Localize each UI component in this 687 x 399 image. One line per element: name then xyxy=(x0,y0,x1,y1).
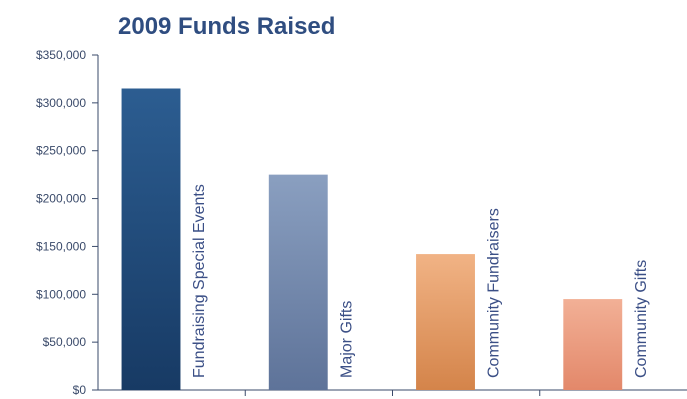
category-label: Community Gifts xyxy=(633,260,650,378)
bar xyxy=(563,299,623,390)
y-tick-label: $250,000 xyxy=(36,144,86,158)
category-label: Major Gifts xyxy=(338,301,355,378)
y-tick-label: $300,000 xyxy=(36,96,86,110)
y-tick-label: $50,000 xyxy=(43,335,87,349)
x-axis xyxy=(98,389,687,396)
y-tick-label: $0 xyxy=(73,383,87,397)
category-labels: Fundraising Special Events Major Gifts Com… xyxy=(191,184,650,378)
chart-title: 2009 Funds Raised xyxy=(118,13,335,40)
bars xyxy=(121,88,623,390)
category-label: Fundraising Special Events xyxy=(191,184,208,378)
category-label: Community Fundraisers xyxy=(486,208,503,378)
y-tick-label: $150,000 xyxy=(36,239,86,253)
y-tick-label: $350,000 xyxy=(36,48,86,62)
bar xyxy=(416,254,475,390)
bar xyxy=(268,174,328,390)
bar xyxy=(121,88,181,390)
y-axis: $0 $50,000 $100,000 $150,000 $200,000 $250,00… xyxy=(36,48,99,397)
y-tick-label: $100,000 xyxy=(36,287,86,301)
y-tick-label: $200,000 xyxy=(36,192,86,206)
